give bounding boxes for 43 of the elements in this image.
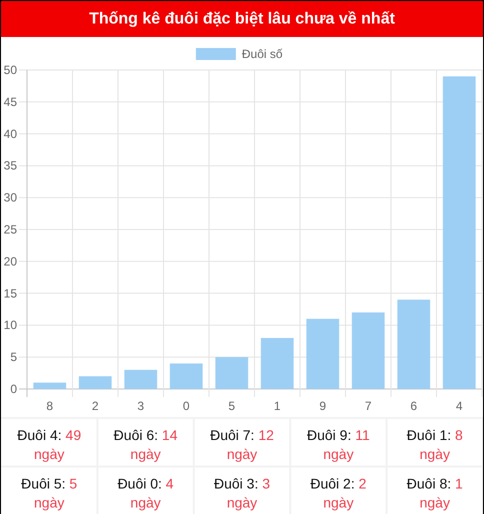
x-tick-label: 2	[92, 399, 99, 413]
legend-label: Đuôi số	[242, 47, 283, 61]
y-tick-label: 10	[4, 318, 18, 332]
bar	[33, 382, 66, 389]
text: Đuôi 4: 49 ngày	[17, 427, 82, 462]
bar	[352, 312, 385, 389]
y-tick-label: 15	[4, 286, 18, 300]
bar	[442, 76, 476, 389]
bar	[124, 370, 158, 389]
x-tick-label: 0	[182, 399, 190, 413]
x-tick-label: 1	[274, 399, 281, 413]
x-tick-label: 9	[319, 399, 326, 413]
bar	[397, 300, 430, 389]
x-tick-label: 6	[410, 399, 418, 413]
y-tick-label: 30	[4, 190, 18, 205]
text: Đuôi 3: 3 ngày	[214, 476, 270, 510]
y-tick-label: 40	[4, 126, 18, 141]
x-tick-label: 7	[364, 399, 372, 413]
text: Đuôi 1: 8 ngày	[406, 427, 464, 462]
bar	[260, 338, 294, 389]
y-tick-label: 35	[4, 158, 18, 173]
x-tick-label: 3	[137, 399, 144, 413]
bar	[78, 376, 112, 389]
text: Đuôi 5: 5 ngày	[21, 476, 78, 510]
y-tick-label: 5	[10, 350, 18, 364]
text: Đuôi 9: 11 ngày	[307, 427, 370, 462]
y-tick-label: 45	[4, 94, 18, 109]
y-tick-label: 0	[10, 382, 18, 396]
y-tick-label: 50	[4, 63, 18, 77]
y-tick-label: 25	[4, 222, 18, 236]
x-tick-label: 5	[228, 399, 236, 413]
chart-title: Thống kê đuôi đặc biệt lâu chưa về nhất	[89, 10, 396, 28]
text: Đuôi 8: 1 ngày	[406, 476, 464, 510]
text: Đuôi 6: 14 ngày	[114, 427, 178, 462]
text: Đuôi 7: 12 ngày	[210, 427, 274, 462]
bar	[170, 363, 203, 389]
y-tick-label: 20	[4, 254, 18, 268]
text: Đuôi 0: 4 ngày	[118, 476, 174, 510]
text: Đuôi 2: 2 ngày	[310, 476, 367, 510]
bar	[306, 318, 340, 389]
x-tick-label: 8	[46, 399, 54, 413]
bar	[215, 357, 248, 389]
x-tick-label: 4	[456, 399, 463, 413]
